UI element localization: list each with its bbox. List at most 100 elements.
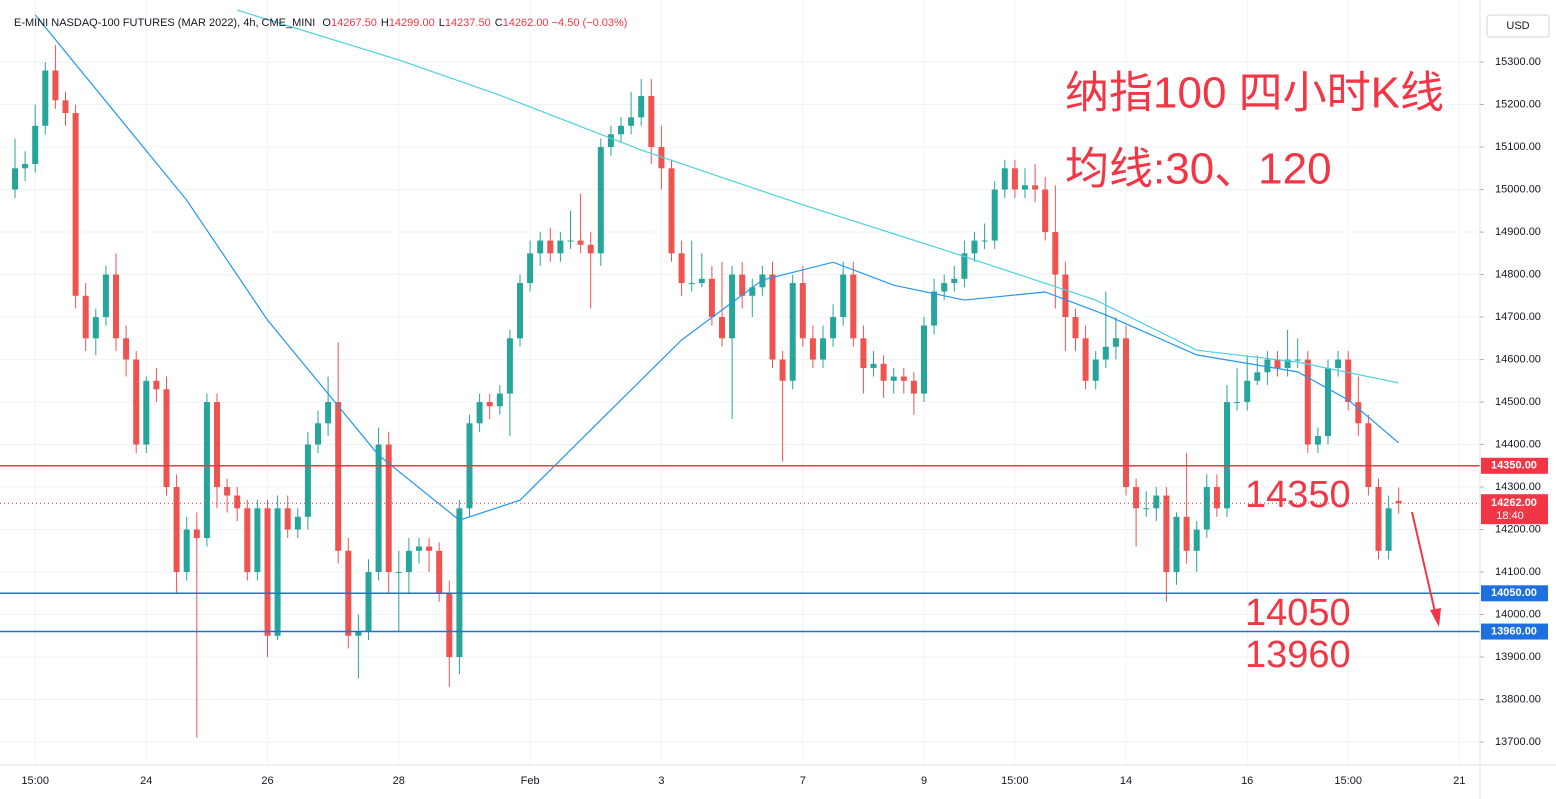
- moving-average: [237, 9, 1399, 384]
- legend-key: C: [494, 17, 503, 29]
- y-tick-label: 14200.00: [1495, 523, 1541, 535]
- candle-body: [759, 274, 766, 288]
- candle-body: [1375, 487, 1382, 551]
- change: −4.50 (−0.03%): [551, 17, 628, 29]
- candle-body: [1274, 359, 1281, 369]
- price-badge-label: 13960.00: [1491, 625, 1537, 637]
- candle-body: [739, 274, 746, 296]
- candle-body: [325, 402, 332, 424]
- candle-body: [587, 244, 594, 254]
- x-tick-label: 7: [800, 775, 806, 787]
- y-tick-label: 15300.00: [1495, 56, 1541, 68]
- candle-body: [688, 283, 695, 285]
- candle-body: [224, 487, 231, 496]
- x-tick-label: 16: [1241, 775, 1253, 787]
- candle-body: [456, 508, 463, 658]
- candle-body: [678, 253, 685, 284]
- candle-body: [254, 508, 261, 573]
- candle-body: [304, 444, 311, 517]
- candle-body: [1062, 274, 1069, 318]
- x-tick-label: 26: [261, 775, 273, 787]
- candle-body: [1213, 487, 1220, 509]
- candle-body: [557, 240, 564, 254]
- candle-body: [42, 70, 49, 126]
- candle-body: [991, 189, 998, 241]
- arrow-head: [1430, 608, 1441, 627]
- candle-body: [517, 283, 523, 339]
- candle-body: [618, 125, 624, 135]
- y-tick-label: 13900.00: [1495, 651, 1541, 663]
- candle-body: [1072, 317, 1079, 339]
- candle-body: [981, 240, 988, 242]
- candle-body: [658, 147, 665, 169]
- candle-body: [173, 487, 180, 573]
- candle-body: [547, 240, 554, 254]
- annotation: 14350: [1245, 474, 1351, 516]
- candle-body: [1112, 338, 1119, 347]
- price-badge: [1481, 585, 1548, 602]
- x-tick-label: 3: [658, 775, 664, 787]
- y-tick-label: 13800.00: [1495, 693, 1541, 705]
- currency-button[interactable]: [1486, 14, 1550, 38]
- annotation: 纳指100 四小时K线: [1065, 69, 1444, 118]
- candle-body: [840, 274, 847, 318]
- x-tick-label: 15:00: [1334, 775, 1362, 787]
- candle-body: [1082, 338, 1089, 381]
- candle-body: [133, 359, 140, 445]
- candle-body: [961, 253, 968, 279]
- candle-body: [183, 529, 190, 573]
- candle-body: [880, 363, 887, 381]
- legend-value: 14237.50: [444, 17, 491, 29]
- candle-body: [789, 283, 796, 381]
- y-tick-label: 14800.00: [1495, 268, 1541, 280]
- candle-body: [719, 317, 725, 339]
- legend-key: O: [322, 17, 331, 29]
- candle-body: [749, 287, 756, 296]
- legend-value: 14299.00: [388, 17, 435, 29]
- y-tick-label: 15200.00: [1495, 98, 1541, 110]
- candle-body: [486, 402, 493, 407]
- candle-body: [1102, 346, 1109, 360]
- candle-body: [1385, 508, 1392, 551]
- candle-body: [1345, 359, 1352, 403]
- candle-body: [870, 363, 877, 369]
- candle-body: [860, 338, 867, 369]
- candle-body: [1203, 487, 1210, 530]
- candle-body: [1032, 185, 1039, 190]
- candle-body: [446, 593, 453, 658]
- candle-body: [1123, 338, 1129, 488]
- candle-body: [779, 359, 786, 381]
- candle-body: [52, 70, 59, 101]
- candle-body: [214, 402, 220, 488]
- currency[interactable]: USD: [1506, 20, 1529, 32]
- candle-body: [264, 508, 271, 636]
- candle-body: [355, 631, 362, 636]
- candle-body: [1355, 402, 1362, 424]
- candle-body: [1052, 232, 1059, 275]
- last-price-label: 14262.00: [1491, 497, 1537, 509]
- candle-body: [1224, 402, 1230, 509]
- y-tick-label: 14500.00: [1495, 396, 1541, 408]
- countdown: 18:40: [1496, 510, 1524, 522]
- candle-body: [143, 380, 150, 445]
- candle-body: [1193, 529, 1200, 551]
- candle-body: [385, 444, 392, 573]
- y-tick-label: 15000.00: [1495, 183, 1541, 195]
- candle-body: [628, 117, 635, 126]
- candle-body: [638, 96, 645, 118]
- x-tick-label: 14: [1120, 775, 1132, 787]
- candle-body: [1234, 402, 1241, 404]
- candle-body: [1365, 423, 1372, 488]
- candle-body: [850, 274, 857, 339]
- candle-body: [476, 402, 483, 424]
- candle-body: [1314, 436, 1321, 445]
- candle-body: [153, 380, 160, 390]
- candle-body: [1183, 516, 1190, 551]
- candle-body: [22, 164, 29, 169]
- candle-body: [82, 295, 89, 339]
- candle-body: [931, 291, 938, 326]
- candle-body: [921, 325, 927, 394]
- candle-body: [820, 338, 826, 360]
- legend-key: L: [438, 17, 445, 29]
